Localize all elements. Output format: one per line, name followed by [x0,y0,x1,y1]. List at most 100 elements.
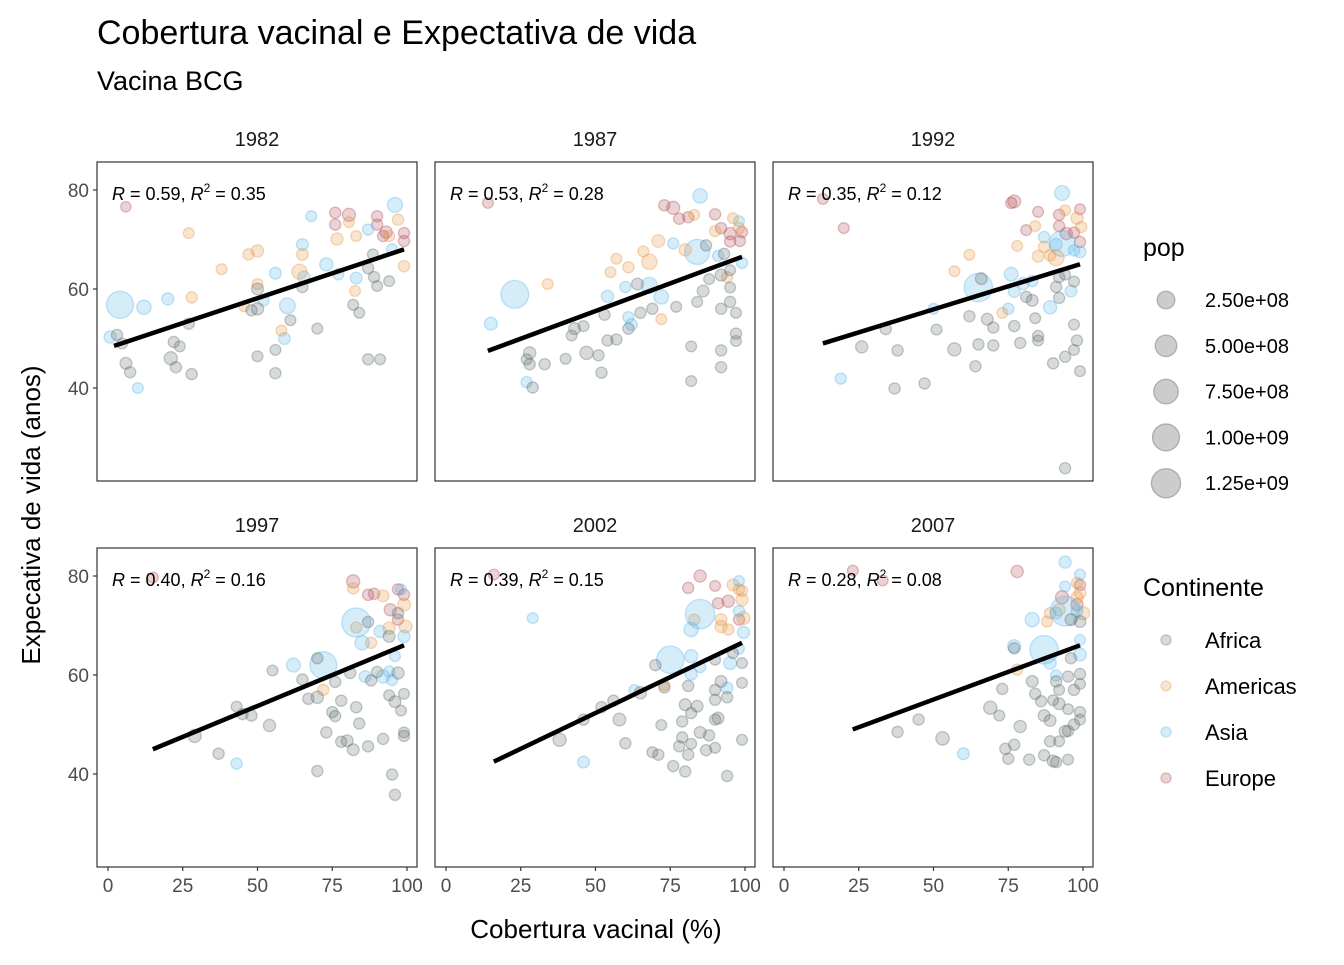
point-africa [340,734,354,748]
separator: , [519,184,529,204]
legend-size-key [1151,423,1181,452]
point-africa [1061,724,1075,738]
point-asia [692,188,708,204]
point-africa [251,350,264,363]
point-africa [1067,683,1081,697]
point-africa [397,726,411,739]
r-value: 0.40 [146,570,181,590]
point-africa [1022,753,1036,766]
point-americas [275,324,288,337]
point-europe [711,596,725,610]
point-americas [250,244,265,258]
point-africa [678,765,692,778]
r2-symbol: R [191,184,204,204]
point-africa [334,735,348,749]
point-asia [354,634,370,651]
point-africa [245,304,258,317]
point-asia [394,583,408,596]
point-asia [684,598,716,630]
regression-line [492,640,743,764]
point-asia [358,669,372,684]
point-africa [675,715,689,728]
separator: , [181,184,191,204]
point-europe [345,574,361,589]
separator: , [857,184,867,204]
point-africa [1046,754,1060,768]
point-americas [651,233,666,249]
panel-border [434,161,756,482]
point-africa [684,706,698,720]
r2-value: 0.28 [569,184,604,204]
point-africa [1029,312,1042,325]
point-americas [1070,576,1084,590]
legend-color-label: Africa [1205,628,1262,653]
y-tick-label: 60 [68,280,89,301]
point-africa [364,674,378,687]
y-tick-label: 60 [68,666,89,687]
point-asia [397,629,411,644]
point-americas [604,266,617,279]
point-europe [735,225,749,239]
point-europe [361,588,375,602]
point-africa [347,298,360,311]
point-africa [169,360,183,374]
point-asia [1059,580,1072,593]
x-tick-label: 50 [585,876,606,897]
point-africa [1037,748,1051,762]
r2-symbol: R [529,570,542,590]
point-africa [522,346,537,360]
r-symbol: R [450,570,463,590]
point-americas [1075,605,1091,621]
point-africa [526,381,539,394]
point-europe [1073,235,1087,249]
panel-border [96,161,418,482]
point-africa [311,322,324,335]
point-europe [481,196,494,209]
point-europe [733,234,747,248]
point-asia [319,257,334,272]
x-tick-label: 75 [322,876,343,897]
x-tick-label: 50 [247,876,268,897]
x-tick-label: 25 [172,876,193,897]
point-asia [385,673,399,687]
r2-symbol: R [529,184,542,204]
point-asia [576,755,591,769]
point-africa [980,312,994,326]
point-africa [1047,694,1060,707]
point-africa [735,733,749,746]
panel-border [772,547,1094,868]
point-africa [1073,365,1087,378]
superscript-2: 2 [880,181,887,195]
legend-size-label: 2.50e+08 [1205,290,1289,312]
point-europe [709,579,722,592]
point-asia [624,318,638,332]
point-asia [666,237,680,250]
regression-line [113,247,405,349]
point-africa [1052,291,1066,305]
point-europe [846,564,859,577]
point-africa [999,742,1012,756]
point-europe [1004,196,1018,210]
legend: pop 2.50e+08 5.00e+08 7.50e+08 1.00e+09 1.25… [1143,234,1297,791]
correlation-annotation: R = 0.40, R2 = 0.16 [112,567,266,590]
legend-size-key [1154,334,1178,358]
point-africa [696,284,710,298]
point-africa [1031,329,1045,343]
point-africa [1052,697,1066,711]
point-africa [311,651,324,665]
point-africa [595,366,608,379]
point-asia [1070,604,1084,618]
point-africa [619,737,632,750]
point-europe [487,568,500,581]
point-asia [732,215,746,228]
point-asia [1006,639,1022,654]
superscript-2: 2 [204,567,211,581]
point-africa [185,367,198,381]
point-americas [714,619,728,634]
points-group [481,188,749,394]
point-africa [397,729,411,743]
point-europe [397,588,411,602]
points-group [146,571,413,802]
point-asia [683,648,699,664]
